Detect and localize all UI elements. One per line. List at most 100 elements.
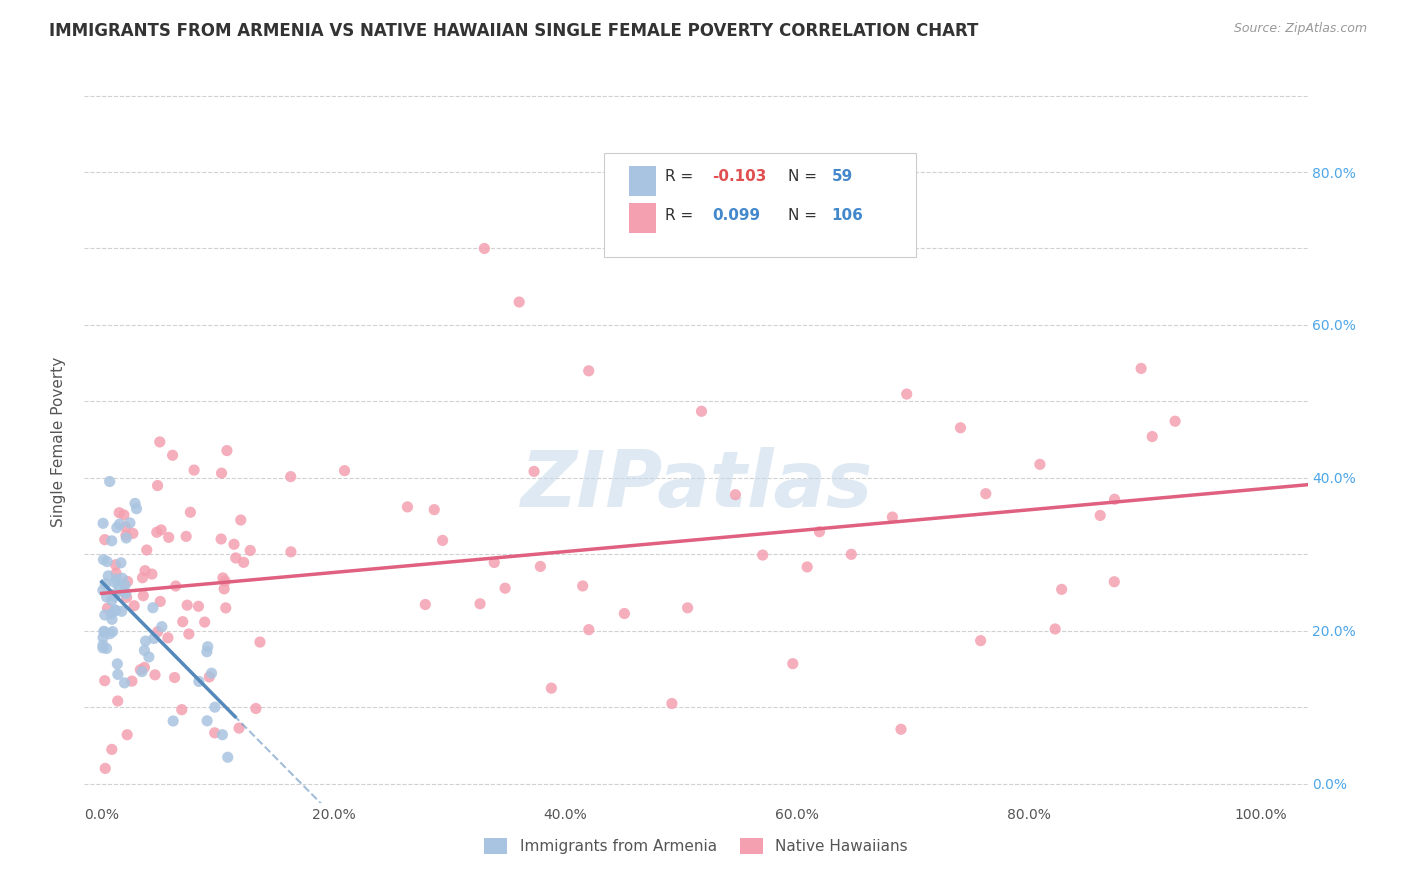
Point [413,598,436,612]
Point [676,600,699,615]
Point [228,721,250,735]
Point [142,632,165,646]
Point [170,703,193,717]
Point [690,404,713,418]
Point [494,581,516,595]
Point [1104,492,1126,507]
Point [1088,508,1111,523]
Point [108,506,131,520]
Point [474,242,496,256]
Point [177,627,200,641]
Point [197,640,219,654]
Point [142,600,165,615]
Point [108,578,131,592]
Point [91,640,114,655]
Point [143,668,166,682]
Point [96,641,118,656]
Point [115,591,138,605]
Point [138,649,160,664]
Point [156,631,179,645]
Point [97,569,120,583]
Point [969,633,991,648]
Point [107,694,129,708]
Point [540,681,562,695]
Point [523,464,546,478]
Point [571,579,593,593]
Point [839,547,862,561]
Point [882,510,904,524]
Point [1104,574,1126,589]
Bar [628,166,655,196]
Point [101,742,124,756]
Point [280,469,302,483]
Point [135,634,157,648]
Point [91,583,114,598]
Point [1164,414,1187,428]
Point [179,505,201,519]
Point [172,615,194,629]
Point [163,671,186,685]
Point [114,587,136,601]
Point [105,572,128,586]
Point [112,508,135,522]
Point [93,625,115,640]
Point [146,624,169,639]
Point [225,550,247,565]
Point [751,548,773,562]
Point [162,448,184,462]
Point [118,516,141,530]
Point [174,529,197,543]
Point [974,486,997,500]
Point [101,612,124,626]
Point [222,537,245,551]
Point [94,533,117,547]
Point [122,526,145,541]
Point [508,295,530,310]
Point [91,516,114,531]
Point [229,513,252,527]
Point [150,523,173,537]
Text: 0.099: 0.099 [711,208,761,223]
Point [115,728,138,742]
Point [796,560,818,574]
Point [239,543,262,558]
Point [122,599,145,613]
Point [209,532,232,546]
Point [194,615,217,629]
Point [117,574,139,589]
Point [212,571,235,585]
Point [107,667,129,681]
Point [211,466,233,480]
Point [146,478,169,492]
Point [104,575,127,590]
Point [1142,429,1164,443]
Point [124,496,146,510]
Point [245,701,267,715]
Point [1130,361,1153,376]
Point [198,670,221,684]
Point [165,579,187,593]
Point [101,624,124,639]
Point [949,421,972,435]
Point [214,574,236,589]
Point [134,643,156,657]
Point [111,571,134,585]
Point [187,599,209,614]
Text: N =: N = [787,169,821,184]
Point [114,676,136,690]
Text: R =: R = [665,169,699,184]
Point [135,543,157,558]
Bar [628,203,655,234]
Point [98,626,121,640]
Point [211,728,233,742]
Legend: Immigrants from Armenia, Native Hawaiians: Immigrants from Armenia, Native Hawaiian… [478,832,914,860]
Point [93,673,115,688]
Point [176,598,198,612]
Point [578,364,600,378]
Point [529,559,551,574]
Point [232,555,254,569]
Point [890,723,912,737]
Point [215,600,238,615]
Point [468,597,491,611]
Point [96,601,118,615]
